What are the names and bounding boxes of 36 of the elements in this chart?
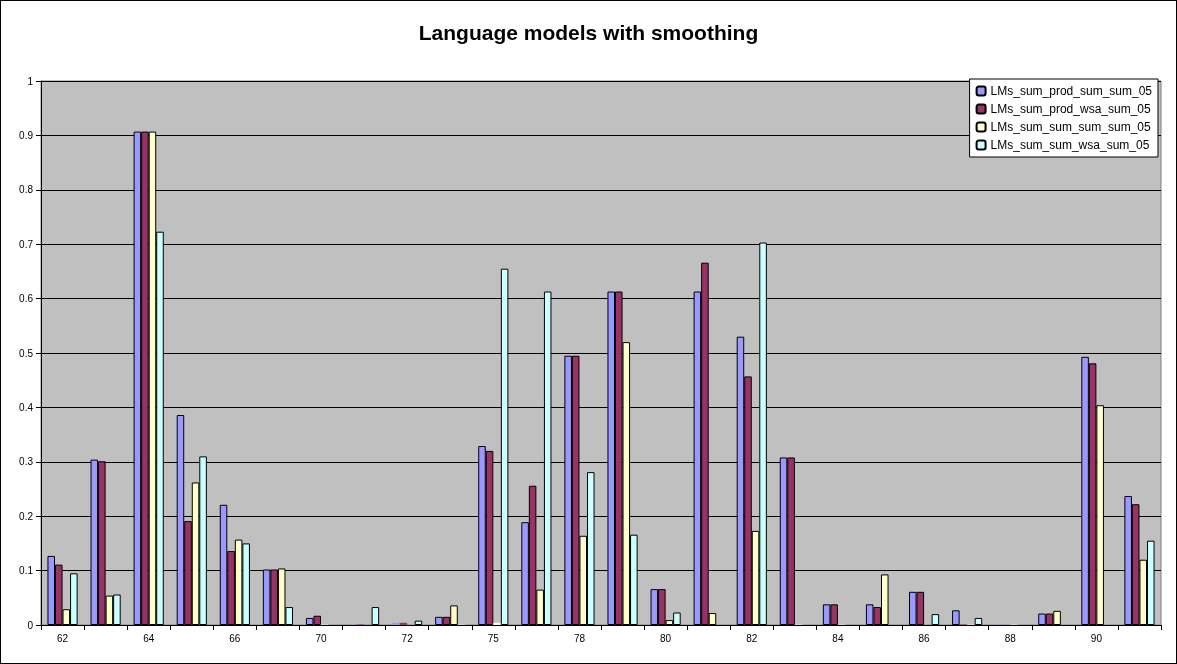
x-tick-label: 86: [918, 632, 931, 644]
bar: [974, 617, 983, 625]
bar: [952, 610, 960, 625]
y-tick-label: 0.9: [19, 129, 34, 141]
y-tick-label: 0.6: [19, 293, 34, 305]
bar: [493, 622, 501, 625]
chart-title: Language models with smoothing: [418, 21, 759, 44]
x-tick-label: 78: [573, 632, 586, 644]
x-tick-label: 64: [143, 632, 155, 644]
legend-label: LMs_sum_prod_wsa_sum_05: [990, 102, 1151, 116]
x-tick-label: 90: [1090, 632, 1103, 644]
legend-label: LMs_sum_prod_sum_sum_05: [990, 84, 1153, 98]
bar: [414, 620, 423, 625]
bar: [371, 607, 380, 625]
legend-label: LMs_sum_sum_sum_sum_05: [990, 120, 1151, 134]
x-tick-label: 88: [1004, 632, 1017, 644]
y-tick-label: 1: [27, 75, 34, 87]
x-tick-label: 72: [401, 632, 414, 644]
bar: [931, 614, 940, 625]
y-tick-label: 0.4: [19, 401, 34, 413]
x-tick-label: 80: [660, 632, 672, 644]
y-tick-label: 0.1: [19, 565, 34, 577]
x-tick-label: 82: [746, 632, 758, 644]
y-tick-label: 0.8: [19, 184, 34, 196]
bar: [392, 622, 400, 625]
y-tick-label: 0.2: [19, 510, 34, 522]
y-tick-label: 0.5: [19, 347, 34, 359]
y-tick-label: 0: [27, 619, 34, 631]
y-tick-label: 0.7: [19, 238, 34, 250]
x-tick-label: 66: [229, 632, 241, 644]
x-tick-label: 70: [315, 632, 327, 644]
x-tick-label: 75: [487, 632, 500, 644]
x-tick-label: 62: [56, 632, 69, 644]
legend-label: LMs_sum_sum_wsa_sum_05: [990, 138, 1150, 152]
y-tick-label: 0.3: [19, 456, 34, 468]
x-tick-label: 84: [832, 632, 844, 644]
